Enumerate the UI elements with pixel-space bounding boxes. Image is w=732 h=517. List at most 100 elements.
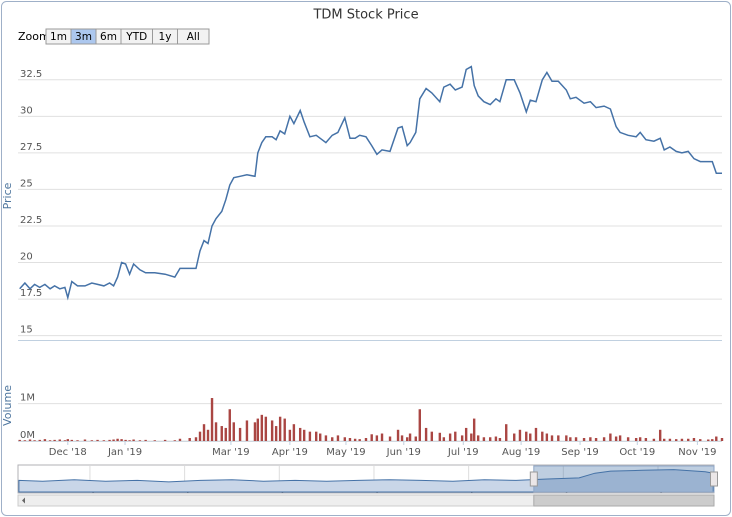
x-tick-label: Mar '19 [212, 447, 250, 458]
zoom-button[interactable]: YTD [120, 28, 153, 45]
y-tick-label: 0M [20, 430, 35, 441]
volume-bar [569, 437, 572, 441]
zoom-button-label[interactable]: 3m [75, 31, 92, 43]
volume-bar [144, 439, 147, 441]
volume-bar [260, 414, 264, 441]
volume-bar [138, 440, 142, 441]
volume-bar [66, 439, 69, 441]
volume-bar [634, 438, 638, 441]
volume-bar [48, 440, 52, 441]
volume-bar [253, 422, 257, 441]
scrollbar-thumb[interactable] [533, 494, 715, 507]
volume-bar [498, 438, 502, 441]
volume-bar [513, 433, 516, 441]
volume-bar [319, 433, 322, 441]
volume-bar [594, 438, 598, 441]
volume-bar [278, 416, 282, 441]
zoom-button[interactable]: 1m [45, 28, 72, 45]
y-tick-label: 17.5 [20, 288, 42, 299]
volume-bar [178, 438, 182, 441]
x-tick-label: Sep '19 [561, 447, 599, 458]
volume-bar [707, 439, 710, 441]
navigator-handle[interactable] [529, 471, 538, 487]
zoom-button-label[interactable]: All [187, 31, 200, 43]
volume-bar [400, 435, 404, 441]
volume-bar [364, 438, 368, 441]
volume-bar [529, 433, 532, 441]
volume-bar [388, 436, 392, 441]
zoom-button[interactable]: 1y [152, 28, 178, 45]
y-tick-label: 32.5 [20, 69, 42, 80]
x-tick-label: Aug '19 [502, 447, 540, 458]
volume-bar [256, 418, 260, 441]
volume-bar [582, 438, 586, 441]
volume-bar [292, 424, 296, 441]
volume-bar [228, 409, 231, 441]
volume-bar [602, 437, 606, 441]
volume-bar [675, 439, 678, 441]
zoom-button[interactable]: 6m [95, 28, 122, 45]
volume-bar [232, 422, 235, 441]
zoom-button-label[interactable]: YTD [125, 31, 147, 43]
volume-bar [518, 429, 522, 441]
volume-bar [720, 438, 724, 441]
volume-bar [534, 427, 538, 441]
volume-bar [454, 431, 457, 441]
y-tick-label: 22.5 [20, 215, 42, 226]
volume-bar [238, 427, 242, 441]
x-tick-label: Jul '19 [447, 447, 479, 458]
volume-bar [194, 437, 198, 441]
volume-bar [324, 435, 328, 441]
volume-bar [173, 440, 177, 441]
volume-bar [525, 431, 528, 441]
navigator-area [18, 469, 714, 493]
volume-bar [557, 435, 560, 441]
volume-bar [124, 439, 127, 441]
volume-bar [116, 438, 119, 441]
volume-bar [288, 429, 292, 441]
navigator-handle[interactable] [710, 471, 718, 487]
x-tick-label: Apr '19 [272, 447, 308, 458]
volume-bar [220, 426, 223, 441]
volume-bar [396, 429, 400, 441]
volume-bar [545, 433, 549, 441]
navigator-selection[interactable] [533, 465, 715, 493]
zoom-button-bg[interactable] [177, 28, 210, 45]
volume-bar [128, 440, 131, 441]
volume-bar [314, 431, 318, 441]
zoom-button[interactable]: 3m [70, 28, 97, 45]
volume-bar [108, 439, 111, 441]
volume-bar [470, 433, 473, 441]
volume-bar [488, 437, 492, 441]
volume-bar [38, 439, 41, 441]
volume-bar [163, 439, 167, 441]
x-tick-label: Oct '19 [619, 447, 655, 458]
volume-bar [472, 418, 476, 441]
volume-bar [270, 420, 274, 441]
zoom-button[interactable]: All [177, 28, 210, 45]
volume-bar [206, 429, 210, 441]
volume-bar [464, 427, 468, 441]
volume-bar [406, 437, 409, 441]
zoom-button-label[interactable]: 1m [50, 31, 67, 43]
volume-bar [375, 435, 379, 441]
y-axis-title: Volume [1, 385, 14, 426]
volume-bar [348, 438, 352, 441]
volume-bar [76, 440, 79, 441]
volume-bar [699, 439, 702, 441]
volume-bar [274, 426, 278, 441]
volume-bar [43, 439, 47, 441]
x-tick-label: Jun '19 [386, 447, 421, 458]
volume-bar [298, 427, 302, 441]
zoom-button-label[interactable]: 6m [100, 31, 117, 43]
scroll-left-arrow[interactable] [22, 497, 25, 504]
zoom-button-label[interactable]: 1y [159, 31, 172, 43]
volume-bar [188, 438, 191, 441]
volume-bar [53, 439, 56, 441]
volume-bar [687, 438, 690, 441]
y-tick-label: 30 [20, 105, 33, 116]
volume-bar [33, 440, 36, 441]
volume-bar [476, 435, 480, 441]
